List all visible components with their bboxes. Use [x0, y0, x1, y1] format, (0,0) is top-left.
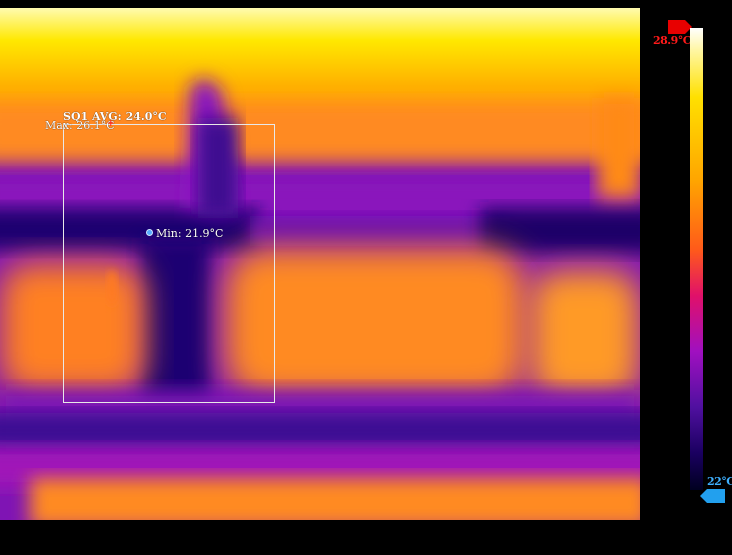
scale-min-label: 22°C — [707, 475, 732, 488]
vertical-column-cold — [140, 238, 210, 418]
warm-panel-right — [530, 270, 640, 400]
max-temperature-label: Max: 26.1°C — [45, 119, 115, 132]
roi-avg-label: SQ1 AVG: 24.0°C — [63, 110, 167, 123]
min-temperature-label: Min: 21.9°C — [156, 227, 224, 240]
scale-max-label: 28.9°C — [653, 34, 692, 47]
color-scale-bar — [690, 28, 703, 490]
roi-box-sq1[interactable] — [63, 124, 275, 403]
max-point-icon: + — [107, 119, 115, 129]
thermal-heatmap — [0, 8, 640, 520]
warm-panel-center — [225, 248, 525, 398]
thermal-image — [0, 8, 640, 520]
cold-band-right — [480, 208, 640, 253]
min-point-icon — [146, 229, 153, 236]
warm-band-bottom — [30, 478, 640, 520]
cold-band-bottom — [0, 413, 640, 448]
